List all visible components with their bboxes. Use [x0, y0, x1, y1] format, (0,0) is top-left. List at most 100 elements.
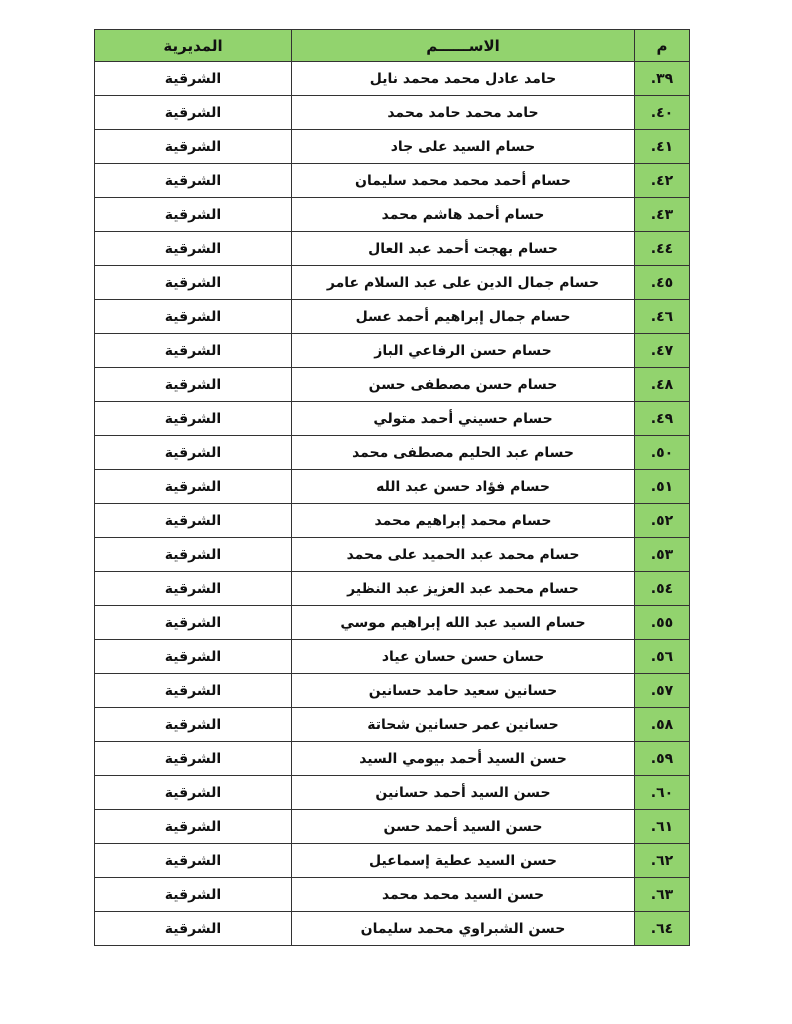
- row-number: ٦٣.: [634, 877, 690, 912]
- row-directorate: الشرقية: [94, 809, 292, 844]
- row-number: ٤٦.: [634, 299, 690, 334]
- row-name: حسام حسن مصطفى حسن: [291, 367, 635, 402]
- table-row: ٤٧. حسام حسن الرفاعي الباز الشرقية: [94, 333, 690, 368]
- row-directorate: الشرقية: [94, 775, 292, 810]
- row-name: حسام السيد على جاد: [291, 129, 635, 164]
- row-name: حسام عبد الحليم مصطفى محمد: [291, 435, 635, 470]
- header-row: م الاســــــم المديرية: [94, 29, 690, 62]
- row-number: ٤٨.: [634, 367, 690, 402]
- row-directorate: الشرقية: [94, 639, 292, 674]
- row-directorate: الشرقية: [94, 537, 292, 572]
- table-row: ٥٠. حسام عبد الحليم مصطفى محمد الشرقية: [94, 435, 690, 470]
- header-name: الاســــــم: [291, 29, 635, 62]
- row-name: حسام جمال الدين على عبد السلام عامر: [291, 265, 635, 300]
- row-number: ٤٠.: [634, 95, 690, 130]
- row-directorate: الشرقية: [94, 741, 292, 776]
- table-row: ٥٥. حسام السيد عبد الله إبراهيم موسي الشرق…: [94, 605, 690, 640]
- row-name: حسام بهجت أحمد عبد العال: [291, 231, 635, 266]
- row-number: ٤٥.: [634, 265, 690, 300]
- table-row: ٥٧. حسانين سعيد حامد حسانين الشرقية: [94, 673, 690, 708]
- row-directorate: الشرقية: [94, 401, 292, 436]
- header-directorate: المديرية: [94, 29, 292, 62]
- row-number: ٥٧.: [634, 673, 690, 708]
- row-name: حسان حسن حسان عياد: [291, 639, 635, 674]
- table-row: ٤١. حسام السيد على جاد الشرقية: [94, 129, 690, 164]
- table-row: ٥٤. حسام محمد عبد العزيز عبد النظير الشرقي…: [94, 571, 690, 606]
- names-table: م الاســــــم المديرية ٣٩. حامد عادل محمد…: [94, 29, 690, 946]
- row-name: حسام السيد عبد الله إبراهيم موسي: [291, 605, 635, 640]
- table-row: ٥٩. حسن السيد أحمد بيومي السيد الشرقية: [94, 741, 690, 776]
- row-number: ٦١.: [634, 809, 690, 844]
- row-directorate: الشرقية: [94, 299, 292, 334]
- row-number: ٤٢.: [634, 163, 690, 198]
- row-number: ٦٠.: [634, 775, 690, 810]
- row-name: حسن السيد أحمد بيومي السيد: [291, 741, 635, 776]
- row-name: حسن السيد محمد محمد: [291, 877, 635, 912]
- row-number: ٤١.: [634, 129, 690, 164]
- table-row: ٦٣. حسن السيد محمد محمد الشرقية: [94, 877, 690, 912]
- row-directorate: الشرقية: [94, 911, 292, 946]
- row-name: حسام أحمد محمد محمد سليمان: [291, 163, 635, 198]
- row-name: حسام جمال إبراهيم أحمد عسل: [291, 299, 635, 334]
- table-row: ٤٦. حسام جمال إبراهيم أحمد عسل الشرقية: [94, 299, 690, 334]
- table-row: ٦٠. حسن السيد أحمد حسانين الشرقية: [94, 775, 690, 810]
- row-name: حسن الشبراوي محمد سليمان: [291, 911, 635, 946]
- table-row: ٥٦. حسان حسن حسان عياد الشرقية: [94, 639, 690, 674]
- table-row: ٥٣. حسام محمد عبد الحميد على محمد الشرقية: [94, 537, 690, 572]
- table-row: ٥٢. حسام محمد إبراهيم محمد الشرقية: [94, 503, 690, 538]
- row-number: ٦٤.: [634, 911, 690, 946]
- row-name: حسام حسن الرفاعي الباز: [291, 333, 635, 368]
- row-directorate: الشرقية: [94, 333, 292, 368]
- row-directorate: الشرقية: [94, 163, 292, 198]
- row-number: ٥٥.: [634, 605, 690, 640]
- row-directorate: الشرقية: [94, 367, 292, 402]
- row-name: حسام أحمد هاشم محمد: [291, 197, 635, 232]
- table-row: ٥١. حسام فؤاد حسن عبد الله الشرقية: [94, 469, 690, 504]
- row-name: حسن السيد عطية إسماعيل: [291, 843, 635, 878]
- row-number: ٥٦.: [634, 639, 690, 674]
- table-row: ٣٩. حامد عادل محمد محمد نايل الشرقية: [94, 61, 690, 96]
- row-directorate: الشرقية: [94, 707, 292, 742]
- table-row: ٤٨. حسام حسن مصطفى حسن الشرقية: [94, 367, 690, 402]
- row-name: حسام محمد إبراهيم محمد: [291, 503, 635, 538]
- row-directorate: الشرقية: [94, 605, 292, 640]
- table-row: ٦٤. حسن الشبراوي محمد سليمان الشرقية: [94, 911, 690, 946]
- row-name: حسام محمد عبد الحميد على محمد: [291, 537, 635, 572]
- row-directorate: الشرقية: [94, 197, 292, 232]
- row-number: ٣٩.: [634, 61, 690, 96]
- table-row: ٤٠. حامد محمد حامد محمد الشرقية: [94, 95, 690, 130]
- row-number: ٤٩.: [634, 401, 690, 436]
- row-number: ٥٨.: [634, 707, 690, 742]
- row-name: حامد محمد حامد محمد: [291, 95, 635, 130]
- header-number: م: [634, 29, 690, 62]
- row-directorate: الشرقية: [94, 95, 292, 130]
- table-row: ٤٣. حسام أحمد هاشم محمد الشرقية: [94, 197, 690, 232]
- row-name: حسام فؤاد حسن عبد الله: [291, 469, 635, 504]
- table-row: ٤٩. حسام حسيني أحمد متولي الشرقية: [94, 401, 690, 436]
- table-row: ٦٢. حسن السيد عطية إسماعيل الشرقية: [94, 843, 690, 878]
- table-row: ٤٥. حسام جمال الدين على عبد السلام عامر ال…: [94, 265, 690, 300]
- row-directorate: الشرقية: [94, 877, 292, 912]
- row-directorate: الشرقية: [94, 843, 292, 878]
- row-directorate: الشرقية: [94, 231, 292, 266]
- table-row: ٦١. حسن السيد أحمد حسن الشرقية: [94, 809, 690, 844]
- row-number: ٤٤.: [634, 231, 690, 266]
- row-directorate: الشرقية: [94, 265, 292, 300]
- row-directorate: الشرقية: [94, 61, 292, 96]
- row-name: حسانين سعيد حامد حسانين: [291, 673, 635, 708]
- table-row: ٤٢. حسام أحمد محمد محمد سليمان الشرقية: [94, 163, 690, 198]
- row-number: ٦٢.: [634, 843, 690, 878]
- row-name: حسانين عمر حسانين شحاتة: [291, 707, 635, 742]
- row-number: ٥٩.: [634, 741, 690, 776]
- row-name: حسن السيد أحمد حسانين: [291, 775, 635, 810]
- row-directorate: الشرقية: [94, 673, 292, 708]
- table-row: ٥٨. حسانين عمر حسانين شحاتة الشرقية: [94, 707, 690, 742]
- row-directorate: الشرقية: [94, 503, 292, 538]
- row-number: ٤٣.: [634, 197, 690, 232]
- row-name: حسام محمد عبد العزيز عبد النظير: [291, 571, 635, 606]
- row-directorate: الشرقية: [94, 469, 292, 504]
- row-number: ٥٢.: [634, 503, 690, 538]
- row-number: ٥٠.: [634, 435, 690, 470]
- row-number: ٥٣.: [634, 537, 690, 572]
- row-directorate: الشرقية: [94, 571, 292, 606]
